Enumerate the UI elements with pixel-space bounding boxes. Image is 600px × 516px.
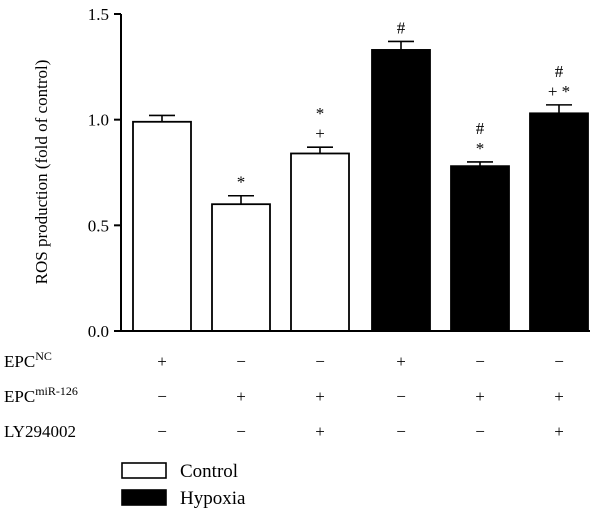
- bar: [290, 152, 350, 332]
- condition-label: EPCNC: [4, 349, 52, 371]
- condition-value: −: [157, 422, 167, 441]
- condition-value: +: [157, 352, 167, 371]
- bar: [529, 112, 589, 332]
- significance-mark: *: [476, 139, 485, 158]
- y-tick-label: 0.0: [88, 322, 109, 341]
- condition-label-superscript: miR-126: [35, 384, 78, 398]
- legend-swatch: [121, 462, 167, 479]
- condition-value: −: [475, 352, 485, 371]
- y-tick-label: 1.0: [88, 111, 109, 130]
- condition-value: −: [236, 352, 246, 371]
- significance-mark: #: [397, 18, 406, 37]
- condition-value: +: [554, 422, 564, 441]
- condition-label-superscript: NC: [35, 349, 52, 363]
- bars: *+*#*#+ *#: [121, 18, 590, 332]
- condition-value: −: [236, 422, 246, 441]
- condition-label: EPCmiR-126: [4, 384, 78, 406]
- y-tick-label: 1.5: [88, 5, 109, 24]
- significance-mark: +: [315, 124, 325, 143]
- condition-value: −: [554, 352, 564, 371]
- condition-value: −: [396, 422, 406, 441]
- significance-mark: #: [476, 119, 485, 138]
- legend: Control Hypoxia: [121, 461, 246, 509]
- legend-swatch: [121, 489, 167, 506]
- condition-value: −: [315, 352, 325, 371]
- condition-label: LY294002: [4, 422, 76, 441]
- significance-mark: *: [316, 104, 325, 123]
- condition-table: EPCNC + − − + − − EPCmiR-126 − + + − + + LY294002 − − + − −…: [4, 349, 564, 441]
- y-axis-label: ROS production (fold of control): [32, 60, 51, 285]
- y-tick-label: 0.5: [88, 216, 109, 235]
- legend-label: Hypoxia: [180, 488, 246, 509]
- y-axis: 0.0 0.5 1.0 1.5: [88, 5, 122, 341]
- significance-mark: #: [555, 62, 564, 81]
- condition-value: −: [396, 387, 406, 406]
- condition-value: +: [315, 387, 325, 406]
- condition-value: +: [396, 352, 406, 371]
- condition-value: +: [475, 387, 485, 406]
- condition-value: −: [157, 387, 167, 406]
- bar: [211, 203, 271, 332]
- significance-mark: *: [237, 173, 246, 192]
- bar: [371, 49, 431, 332]
- legend-label: Control: [180, 461, 238, 482]
- bar: [132, 120, 192, 332]
- condition-value: +: [315, 422, 325, 441]
- condition-value: +: [554, 387, 564, 406]
- condition-value: +: [236, 387, 246, 406]
- significance-mark: + *: [548, 82, 570, 101]
- bar: [450, 165, 510, 332]
- condition-value: −: [475, 422, 485, 441]
